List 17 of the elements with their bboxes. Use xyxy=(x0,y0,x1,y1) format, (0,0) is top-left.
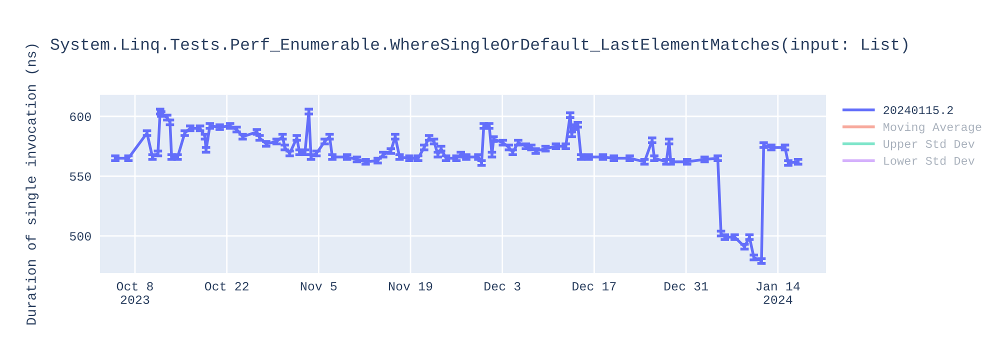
legend-label: Moving Average xyxy=(884,122,982,134)
y-tick-label: 600 xyxy=(70,112,91,122)
x-tick-label: Dec 3 xyxy=(484,282,520,291)
x-tick-label: Oct 22 xyxy=(204,282,248,291)
x-tick-label: Dec 31 xyxy=(664,282,708,291)
x-tick-label: Dec 17 xyxy=(572,282,616,291)
y-tick-label: 500 xyxy=(70,232,91,241)
y-tick-label: 550 xyxy=(70,172,91,181)
x-tick-label: Nov 19 xyxy=(389,282,432,291)
legend-label: Lower Std Dev xyxy=(884,156,975,165)
chart-title: System.Linq.Tests.Perf_Enumerable.WhereSingleOrDefault_LastElementMatches(input: List) xyxy=(50,38,908,54)
legend-label: Upper Std Dev xyxy=(884,139,975,150)
x-tick-label: Oct 8 2023 xyxy=(116,282,153,304)
x-tick-label: Nov 5 xyxy=(300,282,337,291)
legend-label: 20240115.2 xyxy=(884,106,953,114)
y-axis-title: Duration of single invocation (ns) xyxy=(26,44,39,325)
x-tick-label: Jan 14 2024 xyxy=(756,282,800,304)
